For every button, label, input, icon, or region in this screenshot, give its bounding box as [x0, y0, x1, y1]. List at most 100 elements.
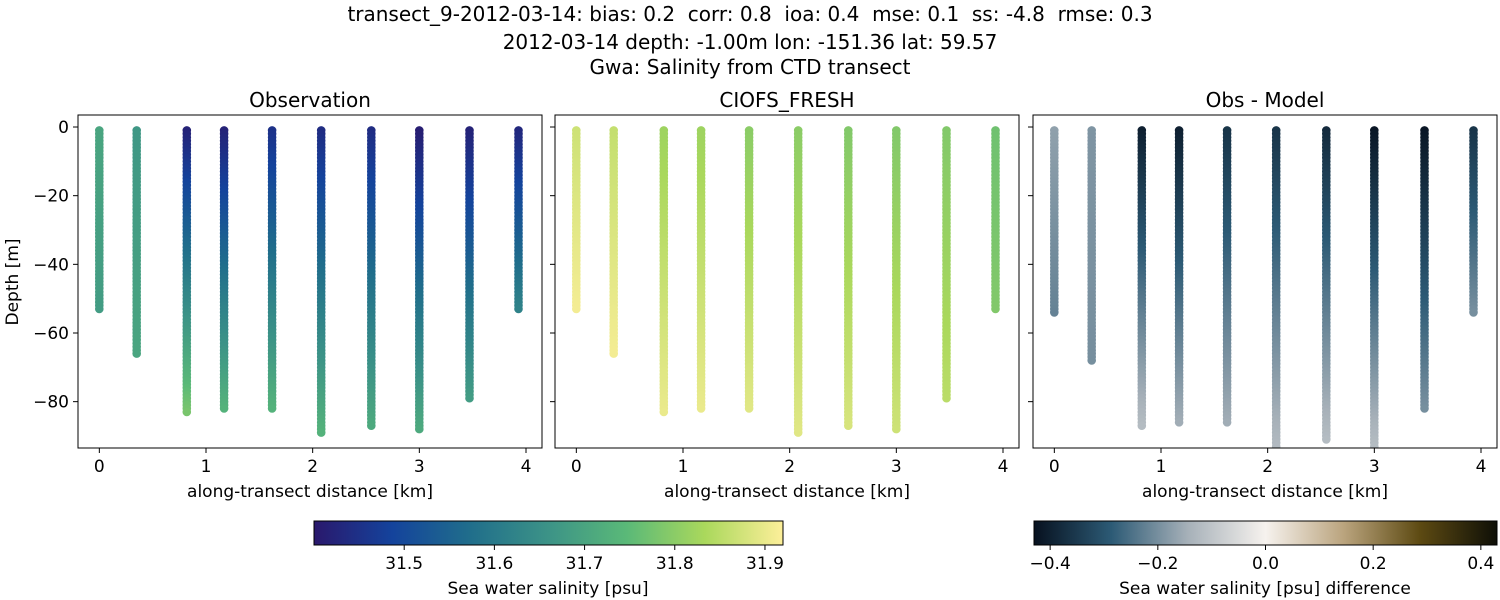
- panel-title-obs-minus-model: Obs - Model: [1206, 88, 1325, 112]
- station-profile: [659, 126, 669, 417]
- station-profile: [367, 126, 376, 431]
- data-point: [844, 421, 853, 431]
- data-point: [942, 393, 951, 403]
- x-tick-label: 2: [784, 457, 795, 477]
- data-point: [465, 393, 474, 403]
- y-tick-label: −40: [33, 255, 69, 275]
- colorbar-tick-label: 31.6: [475, 554, 513, 574]
- colorbar-tick-label: 31.8: [656, 554, 694, 574]
- data-point: [1272, 449, 1281, 458]
- colorbar-difference-ticks: −0.4 −0.2 0.0 0.2 0.4: [1030, 545, 1494, 574]
- y-axis-label: Depth [m]: [3, 238, 23, 325]
- data-point: [1050, 308, 1059, 317]
- axes-frame-obs-minus-model: [1032, 114, 1498, 449]
- colorbar-tick-label: −0.2: [1137, 554, 1178, 574]
- station-profile: [1370, 126, 1379, 448]
- station-profile: [844, 126, 853, 431]
- x-ticks-ciofs-fresh: 0 1 2 3 4: [571, 448, 1008, 477]
- x-tick-label: 4: [1476, 457, 1487, 477]
- y-tick-label: −80: [33, 393, 69, 413]
- station-profile: [892, 126, 901, 434]
- x-tick-label: 4: [998, 457, 1009, 477]
- figure-title-line-2: 2012-03-14 depth: -1.00m lon: -151.36 la…: [502, 30, 998, 54]
- x-ticks-obs-minus-model: 0 1 2 3 4: [1049, 448, 1486, 477]
- data-point: [514, 304, 523, 314]
- x-axis-label-observation: along-transect distance [km]: [187, 482, 433, 502]
- colorbar-difference: −0.4 −0.2 0.0 0.2 0.4 Sea water salinity [ps…: [1030, 520, 1498, 599]
- data-point: [1174, 418, 1184, 427]
- data-point: [219, 404, 229, 413]
- data-point: [659, 407, 669, 417]
- colorbar-tick-label: −0.4: [1030, 554, 1071, 574]
- data-point: [132, 349, 141, 358]
- station-profile: [793, 126, 803, 437]
- colorbar-tick-label: 31.9: [746, 554, 784, 574]
- data-point: [415, 424, 424, 434]
- colorbar-tick-label: 31.7: [566, 554, 604, 574]
- colorbar-salinity-frame: [313, 520, 784, 546]
- y-ticks-ciofs-fresh: [550, 126, 555, 403]
- colorbar-difference-label: Sea water salinity [psu] difference: [1119, 579, 1411, 599]
- station-profile: [942, 126, 951, 403]
- colorbar-salinity-ticks: 31.5 31.6 31.7 31.8 31.9: [385, 545, 784, 574]
- data-point: [696, 404, 706, 413]
- data-point: [316, 428, 326, 437]
- x-axis-label-obs-minus-model: along-transect distance [km]: [1142, 482, 1388, 502]
- data-point: [95, 304, 104, 314]
- x-tick-label: 0: [571, 457, 582, 477]
- station-profile: [316, 126, 326, 437]
- colorbar-tick-label: 0.4: [1467, 554, 1494, 574]
- x-tick-label: 4: [521, 457, 532, 477]
- station-profile: [267, 126, 277, 413]
- data-point: [1322, 435, 1331, 444]
- station-profile: [514, 126, 523, 314]
- x-tick-label: 3: [891, 457, 902, 477]
- station-profile: [219, 126, 229, 413]
- x-tick-label: 0: [1049, 457, 1060, 477]
- data-point: [1087, 356, 1096, 365]
- panel-observation: Observation 0 1 2 3 4 0 −20 −40 −60 −80 along-tr…: [3, 88, 543, 502]
- x-tick-label: 3: [1369, 457, 1380, 477]
- station-profile: [1222, 126, 1232, 427]
- station-profile: [132, 126, 141, 358]
- station-profile: [572, 126, 581, 314]
- data-point: [991, 304, 1000, 314]
- data-point: [609, 349, 618, 358]
- data-point: [1469, 308, 1478, 317]
- x-ticks-observation: 0 1 2 3 4: [94, 448, 531, 477]
- data-point: [1222, 418, 1232, 427]
- colorbar-tick-label: 31.5: [385, 554, 423, 574]
- station-profile: [1322, 126, 1331, 444]
- model-points: [572, 126, 1000, 437]
- x-tick-label: 2: [307, 457, 318, 477]
- station-profile: [415, 126, 424, 434]
- x-tick-label: 2: [1262, 457, 1273, 477]
- colorbar-tick-label: 0.2: [1360, 554, 1387, 574]
- x-tick-label: 1: [201, 457, 212, 477]
- y-ticks-obs-minus-model: [1028, 126, 1033, 403]
- station-profile: [696, 126, 706, 413]
- colorbar-salinity-label: Sea water salinity [psu]: [448, 579, 649, 599]
- axes-frame-ciofs-fresh: [554, 114, 1020, 449]
- y-tick-label: −20: [33, 187, 69, 207]
- data-point: [182, 407, 192, 417]
- data-point: [1137, 421, 1147, 431]
- y-tick-label: 0: [58, 118, 69, 138]
- data-point: [892, 424, 901, 434]
- station-profile: [1174, 126, 1184, 427]
- station-profile: [1469, 126, 1478, 317]
- x-tick-label: 3: [414, 457, 425, 477]
- panel-obs-minus-model: Obs - Model 0 1 2 3 4 along-transect distanc…: [1028, 88, 1498, 502]
- station-profile: [182, 126, 192, 417]
- station-profile: [1420, 126, 1429, 413]
- station-profile: [95, 126, 104, 314]
- colorbar-difference-gradient: [1034, 521, 1497, 545]
- station-profile: [1271, 126, 1281, 458]
- colorbar-tick-label: 0.0: [1252, 554, 1279, 574]
- panel-title-observation: Observation: [249, 88, 371, 112]
- station-profile: [1137, 126, 1147, 431]
- panel-ciofs-fresh: CIOFS_FRESH 0 1 2 3 4 along-transect distanc…: [550, 88, 1020, 502]
- y-ticks-observation: 0 −20 −40 −60 −80: [33, 118, 78, 413]
- figure-title-line-1: transect_9-2012-03-14: bias: 0.2 corr: 0…: [347, 2, 1153, 26]
